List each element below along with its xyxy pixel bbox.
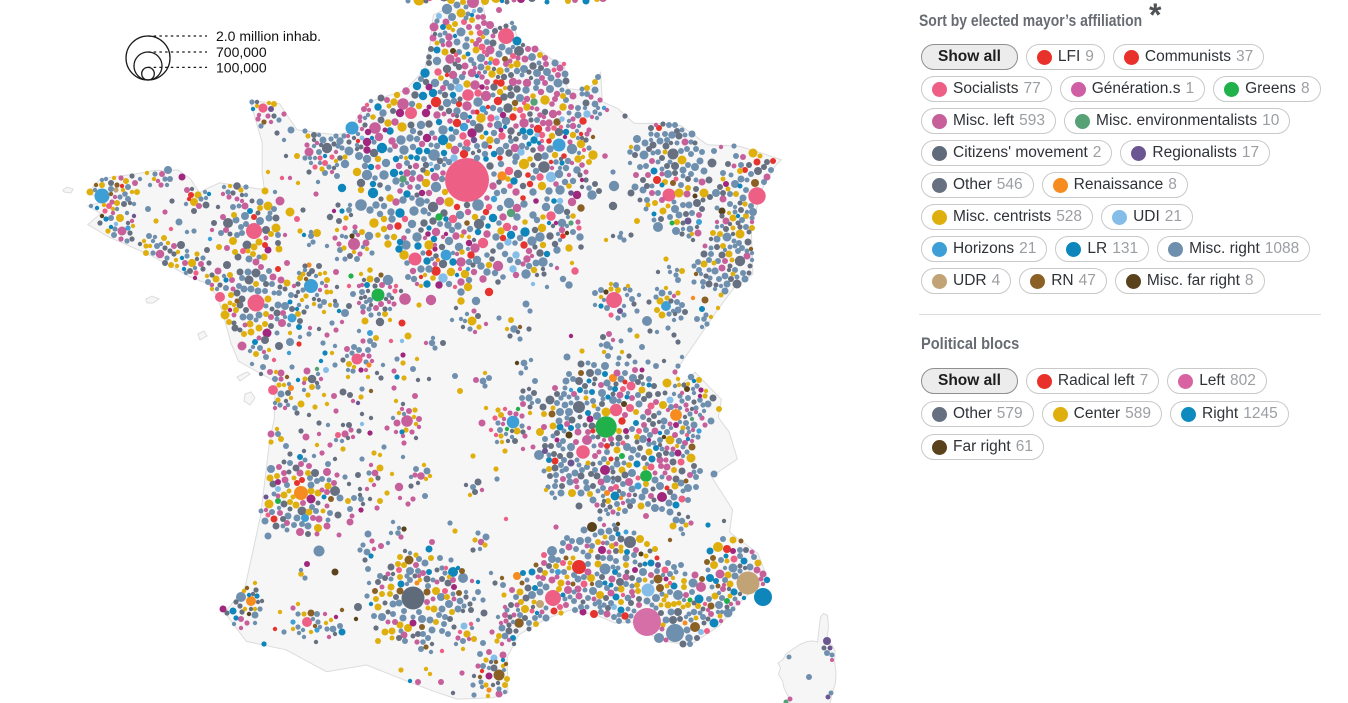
svg-text:100,000: 100,000 — [216, 59, 267, 75]
svg-text:700,000: 700,000 — [216, 44, 267, 60]
svg-text:2.0 million inhab.: 2.0 million inhab. — [216, 28, 321, 44]
